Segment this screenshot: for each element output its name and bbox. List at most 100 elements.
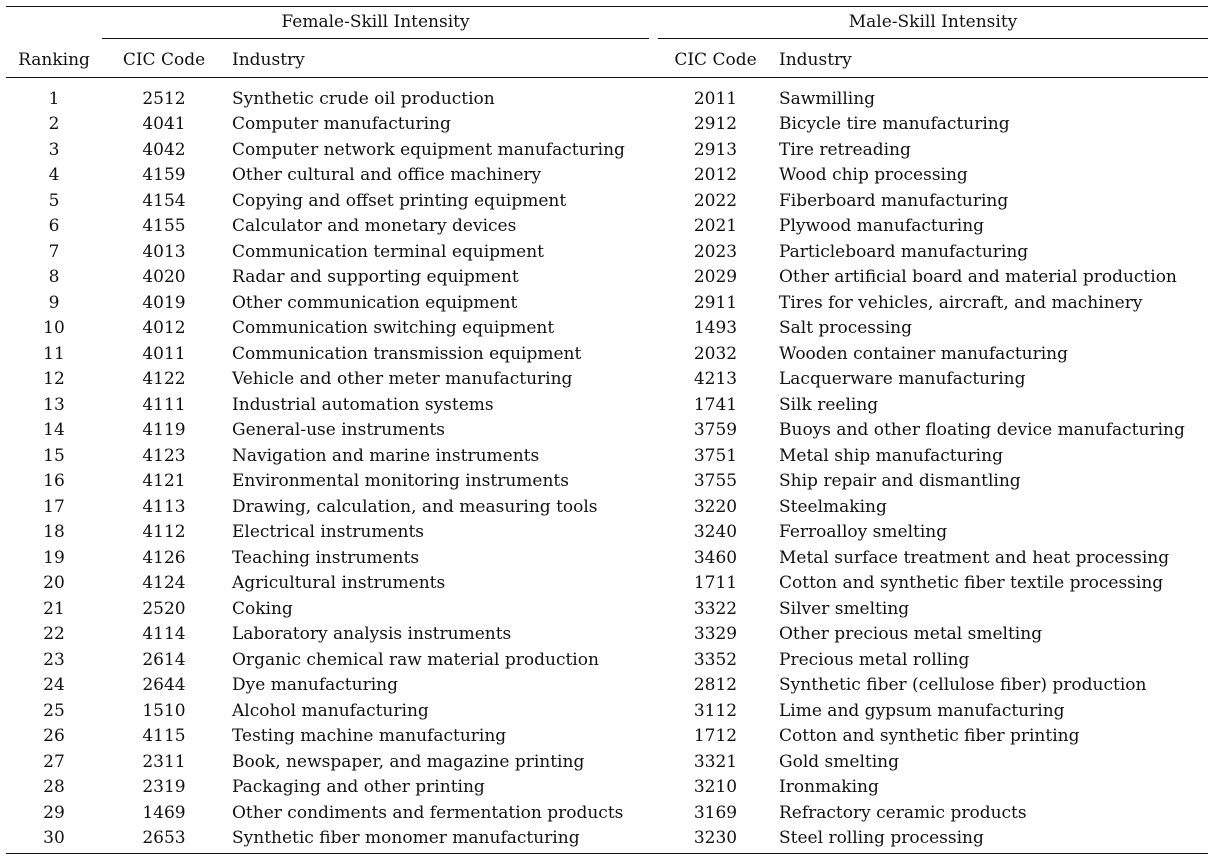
table-row: 20 4124 Agricultural instruments 1711 Cotton… <box>6 571 1208 597</box>
table-row: 14 4119 General-use instruments 3759 Buoys a… <box>6 418 1208 444</box>
gap-cell <box>649 367 658 393</box>
female-industry-cell: Radar and supporting equipment <box>232 267 519 288</box>
female-industry-cell: Communication transmission equipment <box>232 343 582 364</box>
female-industry-cell: Packaging and other printing <box>232 777 485 798</box>
male-industry-cell: Lacquerware manufacturing <box>779 369 1026 390</box>
gap-cell <box>649 545 658 571</box>
female-cic-code-cell: 4111 <box>142 394 186 415</box>
female-cic-code-cell: 4012 <box>142 318 186 339</box>
male-industry-cell: Ferroalloy smelting <box>779 522 948 543</box>
table-row: 24 2644 Dye manufacturing 2812 Synthetic fib… <box>6 673 1208 699</box>
female-industry-cell: Communication terminal equipment <box>232 241 545 262</box>
ranking-cell: 30 <box>6 825 102 854</box>
table-row: 27 2311 Book, newspaper, and magazine prin… <box>6 749 1208 775</box>
table-row: 9 4019 Other communication equipment 2911 Ti… <box>6 290 1208 316</box>
table-body: 1 2512 Synthetic crude oil production 2011 S… <box>6 78 1208 854</box>
female-cic-code-column-header: CIC Code <box>102 43 226 78</box>
table-row: 23 2614 Organic chemical raw material prod… <box>6 647 1208 673</box>
female-cic-code-cell: 4126 <box>142 547 186 568</box>
female-industry-cell: General-use instruments <box>232 420 445 441</box>
table-row: 25 1510 Alcohol manufacturing 3112 Lime and … <box>6 698 1208 724</box>
female-cic-code-cell: 2319 <box>142 777 186 798</box>
male-cic-code-cell: 3751 <box>693 445 738 466</box>
male-cic-code-cell: 1711 <box>693 573 738 594</box>
table-row: 15 4123 Navigation and marine instruments 3… <box>6 443 1208 469</box>
female-industry-cell: Navigation and marine instruments <box>232 445 540 466</box>
ranking-cell: 27 <box>43 751 65 772</box>
female-cic-code-cell: 4020 <box>142 267 186 288</box>
male-cic-code-cell: 2012 <box>693 165 738 186</box>
female-industry-column-header: Industry <box>226 43 649 78</box>
female-industry-cell: Calculator and monetary devices <box>232 216 517 237</box>
female-industry-cell: Copying and offset printing equipment <box>232 190 567 211</box>
male-industry-cell: Bicycle tire manufacturing <box>779 114 1010 135</box>
gap-cell <box>649 520 658 546</box>
header-empty-cell <box>6 6 102 43</box>
ranking-cell: 28 <box>43 777 65 798</box>
female-industry-cell: Teaching instruments <box>232 547 420 568</box>
female-cic-code-cell: 4123 <box>142 445 186 466</box>
male-cic-code-cell: 2912 <box>693 114 738 135</box>
table-row: 30 2653 Synthetic fiber monomer manufactur… <box>6 825 1208 854</box>
gap-cell <box>649 647 658 673</box>
ranking-cell: 18 <box>43 522 65 543</box>
gap-cell <box>649 137 658 163</box>
male-cic-code-cell: 2011 <box>693 88 738 109</box>
male-industry-cell: Gold smelting <box>779 751 899 772</box>
ranking-cell: 9 <box>48 292 60 313</box>
gap-cell <box>649 571 658 597</box>
gap-cell <box>649 392 658 418</box>
male-industry-cell: Metal ship manufacturing <box>779 445 1003 466</box>
industry-ranking-table: Female-Skill Intensity Male-Skill Intens… <box>6 6 1208 854</box>
male-cic-code-cell: 3322 <box>693 598 738 619</box>
male-cic-code-cell: 2812 <box>693 675 738 696</box>
female-cic-code-cell: 4113 <box>142 496 186 517</box>
ranking-cell: 11 <box>43 343 65 364</box>
male-industry-cell: Plywood manufacturing <box>779 216 985 237</box>
female-industry-cell: Agricultural instruments <box>232 573 446 594</box>
female-industry-cell: Dye manufacturing <box>232 675 398 696</box>
female-cic-code-cell: 4112 <box>142 522 186 543</box>
female-industry-cell: Coking <box>232 598 293 619</box>
table-row: 8 4020 Radar and supporting equipment 2029 O… <box>6 265 1208 291</box>
gap-cell <box>649 622 658 648</box>
male-cic-code-cell: 3240 <box>693 522 738 543</box>
female-cic-code-cell: 2512 <box>142 88 186 109</box>
female-cic-code-cell: 2614 <box>142 649 186 670</box>
ranking-cell: 10 <box>43 318 65 339</box>
gap-cell <box>649 775 658 801</box>
gap-cell <box>649 749 658 775</box>
male-industry-cell: Refractory ceramic products <box>779 802 1027 823</box>
male-industry-cell: Silver smelting <box>779 598 910 619</box>
ranking-cell: 19 <box>43 547 65 568</box>
gap-cell <box>649 163 658 189</box>
male-cic-code-cell: 3220 <box>693 496 738 517</box>
female-industry-cell: Electrical instruments <box>232 522 425 543</box>
ranking-cell: 4 <box>48 165 60 186</box>
male-industry-cell: Cotton and synthetic fiber textile proce… <box>779 573 1164 594</box>
table-row: 6 4155 Calculator and monetary devices 2021… <box>6 214 1208 240</box>
gap-cell <box>649 800 658 826</box>
female-cic-code-cell: 2653 <box>102 825 226 854</box>
female-group-header: Female-Skill Intensity <box>102 6 649 43</box>
female-industry-cell: Testing machine manufacturing <box>232 726 507 747</box>
table-row: 18 4112 Electrical instruments 3240 Ferroall… <box>6 520 1208 546</box>
ranking-cell: 6 <box>48 216 60 237</box>
table-row: 17 4113 Drawing, calculation, and measurin… <box>6 494 1208 520</box>
male-industry-cell: Other precious metal smelting <box>779 624 1043 645</box>
male-cic-code-cell: 2023 <box>693 241 738 262</box>
male-industry-cell: Buoys and other floating device manufact… <box>779 420 1185 441</box>
female-industry-cell: Alcohol manufacturing <box>232 700 429 721</box>
gap-cell <box>649 214 658 240</box>
female-cic-code-cell: 4114 <box>142 624 186 645</box>
gap-cell <box>649 724 658 750</box>
male-industry-cell: Particleboard manufacturing <box>779 241 1029 262</box>
gap-cell <box>649 188 658 214</box>
gap-cell <box>649 673 658 699</box>
male-industry-cell: Steel rolling processing <box>773 825 1208 854</box>
ranking-cell: 13 <box>43 394 65 415</box>
table-row: 11 4011 Communication transmission equipme… <box>6 341 1208 367</box>
female-industry-cell: Other communication equipment <box>232 292 518 313</box>
female-cic-code-cell: 4115 <box>142 726 186 747</box>
